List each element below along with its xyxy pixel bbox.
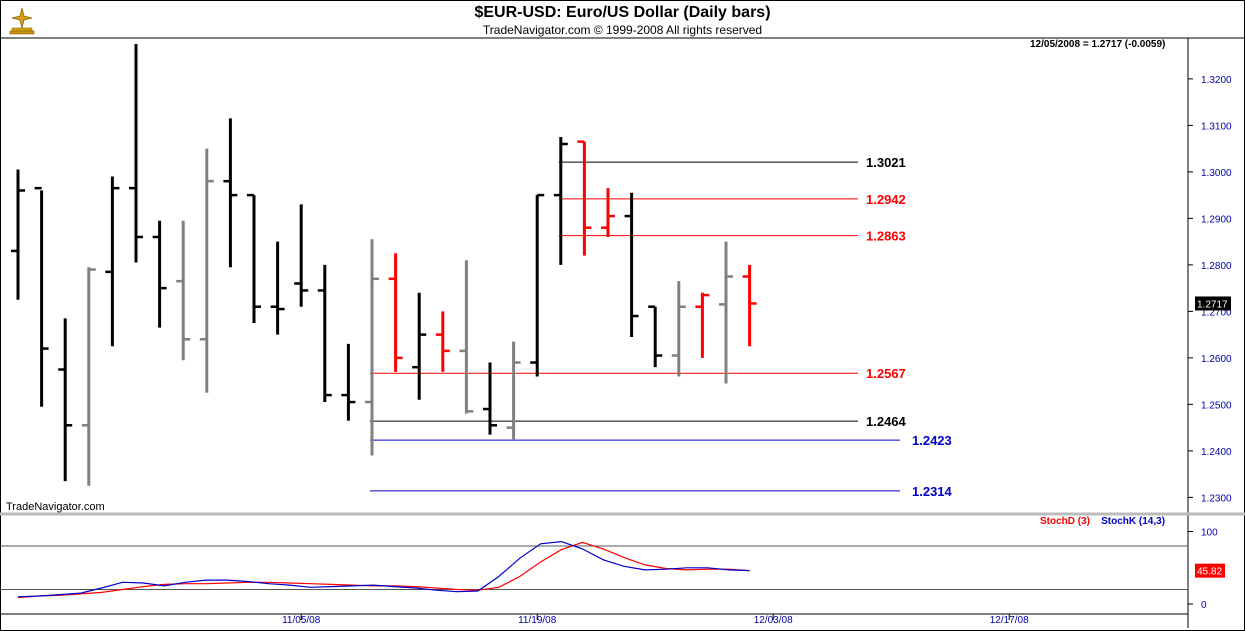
ohlc-bar	[695, 292, 710, 358]
price-tick-label: 1.3000	[1201, 168, 1232, 179]
ohlc-bar	[129, 44, 143, 263]
price-tick-label: 1.2900	[1201, 214, 1232, 225]
ohlc-bar	[270, 241, 285, 335]
ohlc-bar	[459, 260, 474, 414]
price-tick-label: 1.2700	[1201, 307, 1232, 318]
level-label: 1.2942	[866, 192, 906, 207]
ohlc-bar	[11, 169, 25, 300]
ohlc-bar	[152, 220, 167, 328]
x-tick-label: 12/03/08	[754, 615, 793, 626]
stoch-k-legend: StochK (14,3)	[1101, 516, 1166, 527]
stoch-tick-label: 0	[1201, 600, 1207, 611]
x-tick-label: 11/19/08	[518, 615, 557, 626]
level-label: 1.3021	[866, 155, 906, 170]
x-tick-label: 11/05/08	[282, 615, 321, 626]
price-tick-label: 1.2800	[1201, 261, 1232, 272]
ohlc-bar	[247, 193, 261, 323]
price-tick-label: 1.2500	[1201, 400, 1232, 411]
price-tick-label: 1.2600	[1201, 354, 1232, 365]
level-label: 1.2567	[866, 366, 906, 381]
ohlc-bar	[365, 239, 379, 456]
ohlc-bar	[577, 140, 592, 256]
ohlc-bar	[719, 241, 733, 384]
stoch-marker-label: 45.82	[1197, 567, 1222, 578]
ohlc-bar	[483, 362, 497, 435]
last-quote-label: 12/05/2008 = 1.2717 (-0.0059)	[1030, 39, 1166, 50]
level-label: 1.2863	[866, 229, 906, 244]
stoch-tick-label: 100	[1201, 528, 1218, 539]
ohlc-bar	[506, 341, 521, 440]
price-tick-label: 1.2300	[1201, 493, 1232, 504]
ohlc-bar	[105, 176, 120, 347]
ohlc-bar	[624, 192, 639, 337]
ohlc-bar	[58, 318, 73, 482]
price-marker-label: 1.2717	[1197, 299, 1228, 310]
level-label: 1.2464	[866, 414, 907, 429]
stochastic-legend: StochD (3) StochK (14,3)	[1040, 516, 1165, 527]
ohlc-bar	[530, 193, 545, 377]
ohlc-bar	[341, 343, 356, 421]
ohlc-bar	[199, 148, 214, 393]
price-tick-label: 1.3200	[1201, 75, 1232, 86]
trade-navigator-logo	[6, 6, 38, 36]
price-tick-label: 1.2400	[1201, 447, 1232, 458]
ohlc-bar	[223, 118, 238, 268]
ohlc-bar	[648, 305, 663, 368]
watermark-label: TradeNavigator.com	[6, 501, 105, 513]
ohlc-bar	[176, 220, 191, 361]
ohlc-bar	[671, 281, 686, 377]
level-label: 1.2314	[912, 484, 953, 499]
price-tick-label: 1.3100	[1201, 121, 1232, 132]
ohlc-bar	[317, 264, 332, 403]
chart-subtitle: TradeNavigator.com © 1999-2008 All right…	[482, 23, 763, 37]
ohlc-bar	[34, 186, 49, 407]
ohlc-bar	[553, 137, 568, 265]
level-label: 1.2423	[912, 433, 952, 448]
ohlc-bar	[742, 264, 757, 347]
ohlc-bar	[388, 253, 403, 372]
ohlc-bar	[294, 204, 309, 307]
x-tick-label: 12/17/08	[990, 615, 1029, 626]
stoch-d-legend: StochD (3)	[1040, 516, 1090, 527]
stoch-series-line	[17, 540, 750, 598]
chart-title: $EUR-USD: Euro/US Dollar (Daily bars)	[474, 4, 771, 21]
ohlc-bar	[601, 188, 615, 237]
ohlc-bar	[435, 311, 450, 372]
price-marker-box	[1195, 296, 1231, 311]
ohlc-bar	[81, 267, 96, 486]
ohlc-bar	[412, 292, 427, 400]
stoch-marker-box	[1195, 563, 1225, 578]
